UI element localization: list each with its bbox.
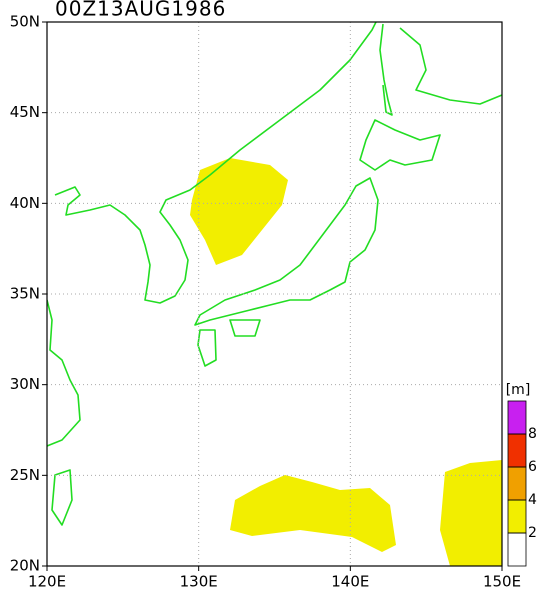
y-tick-label: 25N [10,466,40,484]
coastline [379,23,393,116]
colorbar-label: 6 [528,459,537,475]
colorbar-segment [507,466,527,501]
coastline [359,119,441,171]
colorbar-segment [507,532,527,567]
colorbar-label: 8 [528,426,537,442]
y-tick-label: 40N [10,194,40,212]
colorbar-segment [507,433,527,468]
coastline [197,329,217,367]
wave-area [440,460,502,566]
plot-frame [46,21,503,567]
y-tick-label: 45N [10,103,40,121]
wave-area [190,158,288,265]
coastline [51,469,73,526]
y-tick-label: 20N [10,557,40,575]
colorbar-unit: [m] [506,382,531,398]
wave-area [230,475,396,552]
map-content [47,22,502,566]
coastline [229,319,261,337]
x-tick-label: 120E [28,573,66,591]
coastline [47,299,81,447]
colorbar-label: 2 [528,525,537,541]
y-tick-label: 35N [10,285,40,303]
x-tick-label: 150E [483,573,521,591]
map-title: 00Z13AUG1986 [55,0,226,21]
coastline [54,22,377,304]
y-tick-label: 50N [10,13,40,31]
x-tick-label: 130E [180,573,218,591]
x-tick-label: 140E [331,573,369,591]
coastline [194,177,379,326]
colorbar-segment [507,499,527,534]
y-tick-label: 30N [10,375,40,393]
colorbar-segment [507,400,527,435]
coastline [399,27,502,105]
colorbar-label: 4 [528,492,537,508]
